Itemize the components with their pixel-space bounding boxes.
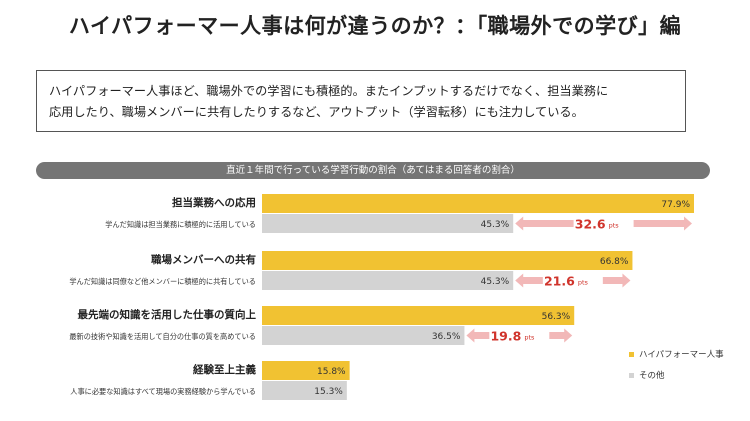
data-label-other: 36.5%: [432, 332, 461, 342]
category-description: 学んだ知識は同僚など他メンバーに積極的に共有している: [69, 277, 256, 286]
description-line-2: 応用したり、職場メンバーに共有したりするなど、アウトプット（学習転移）にも注力し…: [49, 105, 584, 119]
category-description: 学んだ知識は担当業務に積極的に活用している: [105, 220, 256, 229]
category-label: 経験至上主義: [193, 363, 256, 376]
difference-label-background: [542, 271, 603, 290]
bar-other: [262, 271, 514, 290]
data-label-high-performer: 15.8%: [317, 367, 346, 377]
data-label-high-performer: 77.9%: [661, 200, 690, 210]
data-label-other: 45.3%: [481, 220, 510, 230]
bar-other: [262, 381, 347, 400]
bar-high-performer: [262, 251, 633, 270]
data-label-other: 15.3%: [314, 387, 343, 397]
difference-label-background: [489, 326, 550, 345]
difference-value: 21.6: [544, 274, 575, 289]
page-title: ハイパフォーマー人事は何が違うのか？：「職場外での学び」編: [68, 14, 682, 38]
category-label: 最先端の知識を活用した仕事の質向上: [78, 308, 257, 321]
difference-unit: pts: [578, 279, 589, 287]
chart-title: 直近１年間で行っている学習行動の割合（あてはまる回答者の割合）: [226, 165, 520, 176]
description-line-1: ハイパフォーマー人事ほど、職場外での学習にも積極的。またインプットするだけでなく…: [49, 84, 609, 98]
category-label: 担当業務への応用: [172, 196, 256, 209]
bar-other: [262, 326, 465, 345]
difference-unit: pts: [524, 334, 535, 342]
bar-other: [262, 214, 514, 233]
legend-label-high-performer: ハイパフォーマー人事: [639, 349, 724, 360]
bar-high-performer: [262, 194, 694, 213]
category-description: 最新の技術や知識を活用して自分の仕事の質を高めている: [69, 332, 256, 341]
description-box: ハイパフォーマー人事ほど、職場外での学習にも積極的。またインプットするだけでなく…: [36, 70, 686, 132]
bar-high-performer: [262, 306, 575, 325]
data-label-high-performer: 56.3%: [542, 312, 571, 322]
legend-label-other: その他: [639, 370, 665, 381]
difference-label-background: [573, 214, 634, 233]
difference-value: 32.6: [575, 217, 606, 232]
category-label: 職場メンバーへの共有: [151, 253, 256, 266]
data-label-other: 45.3%: [481, 277, 510, 287]
category-description: 人事に必要な知識はすべて現場の実務経験から学んでいる: [70, 387, 256, 396]
difference-value: 19.8: [490, 329, 521, 344]
legend-swatch-high-performer: [629, 352, 634, 357]
legend-swatch-other: [629, 373, 634, 378]
bar-high-performer: [262, 361, 350, 380]
difference-unit: pts: [609, 222, 620, 230]
chart-title-bar: 直近１年間で行っている学習行動の割合（あてはまる回答者の割合）: [36, 162, 710, 179]
data-label-high-performer: 66.8%: [600, 257, 629, 267]
